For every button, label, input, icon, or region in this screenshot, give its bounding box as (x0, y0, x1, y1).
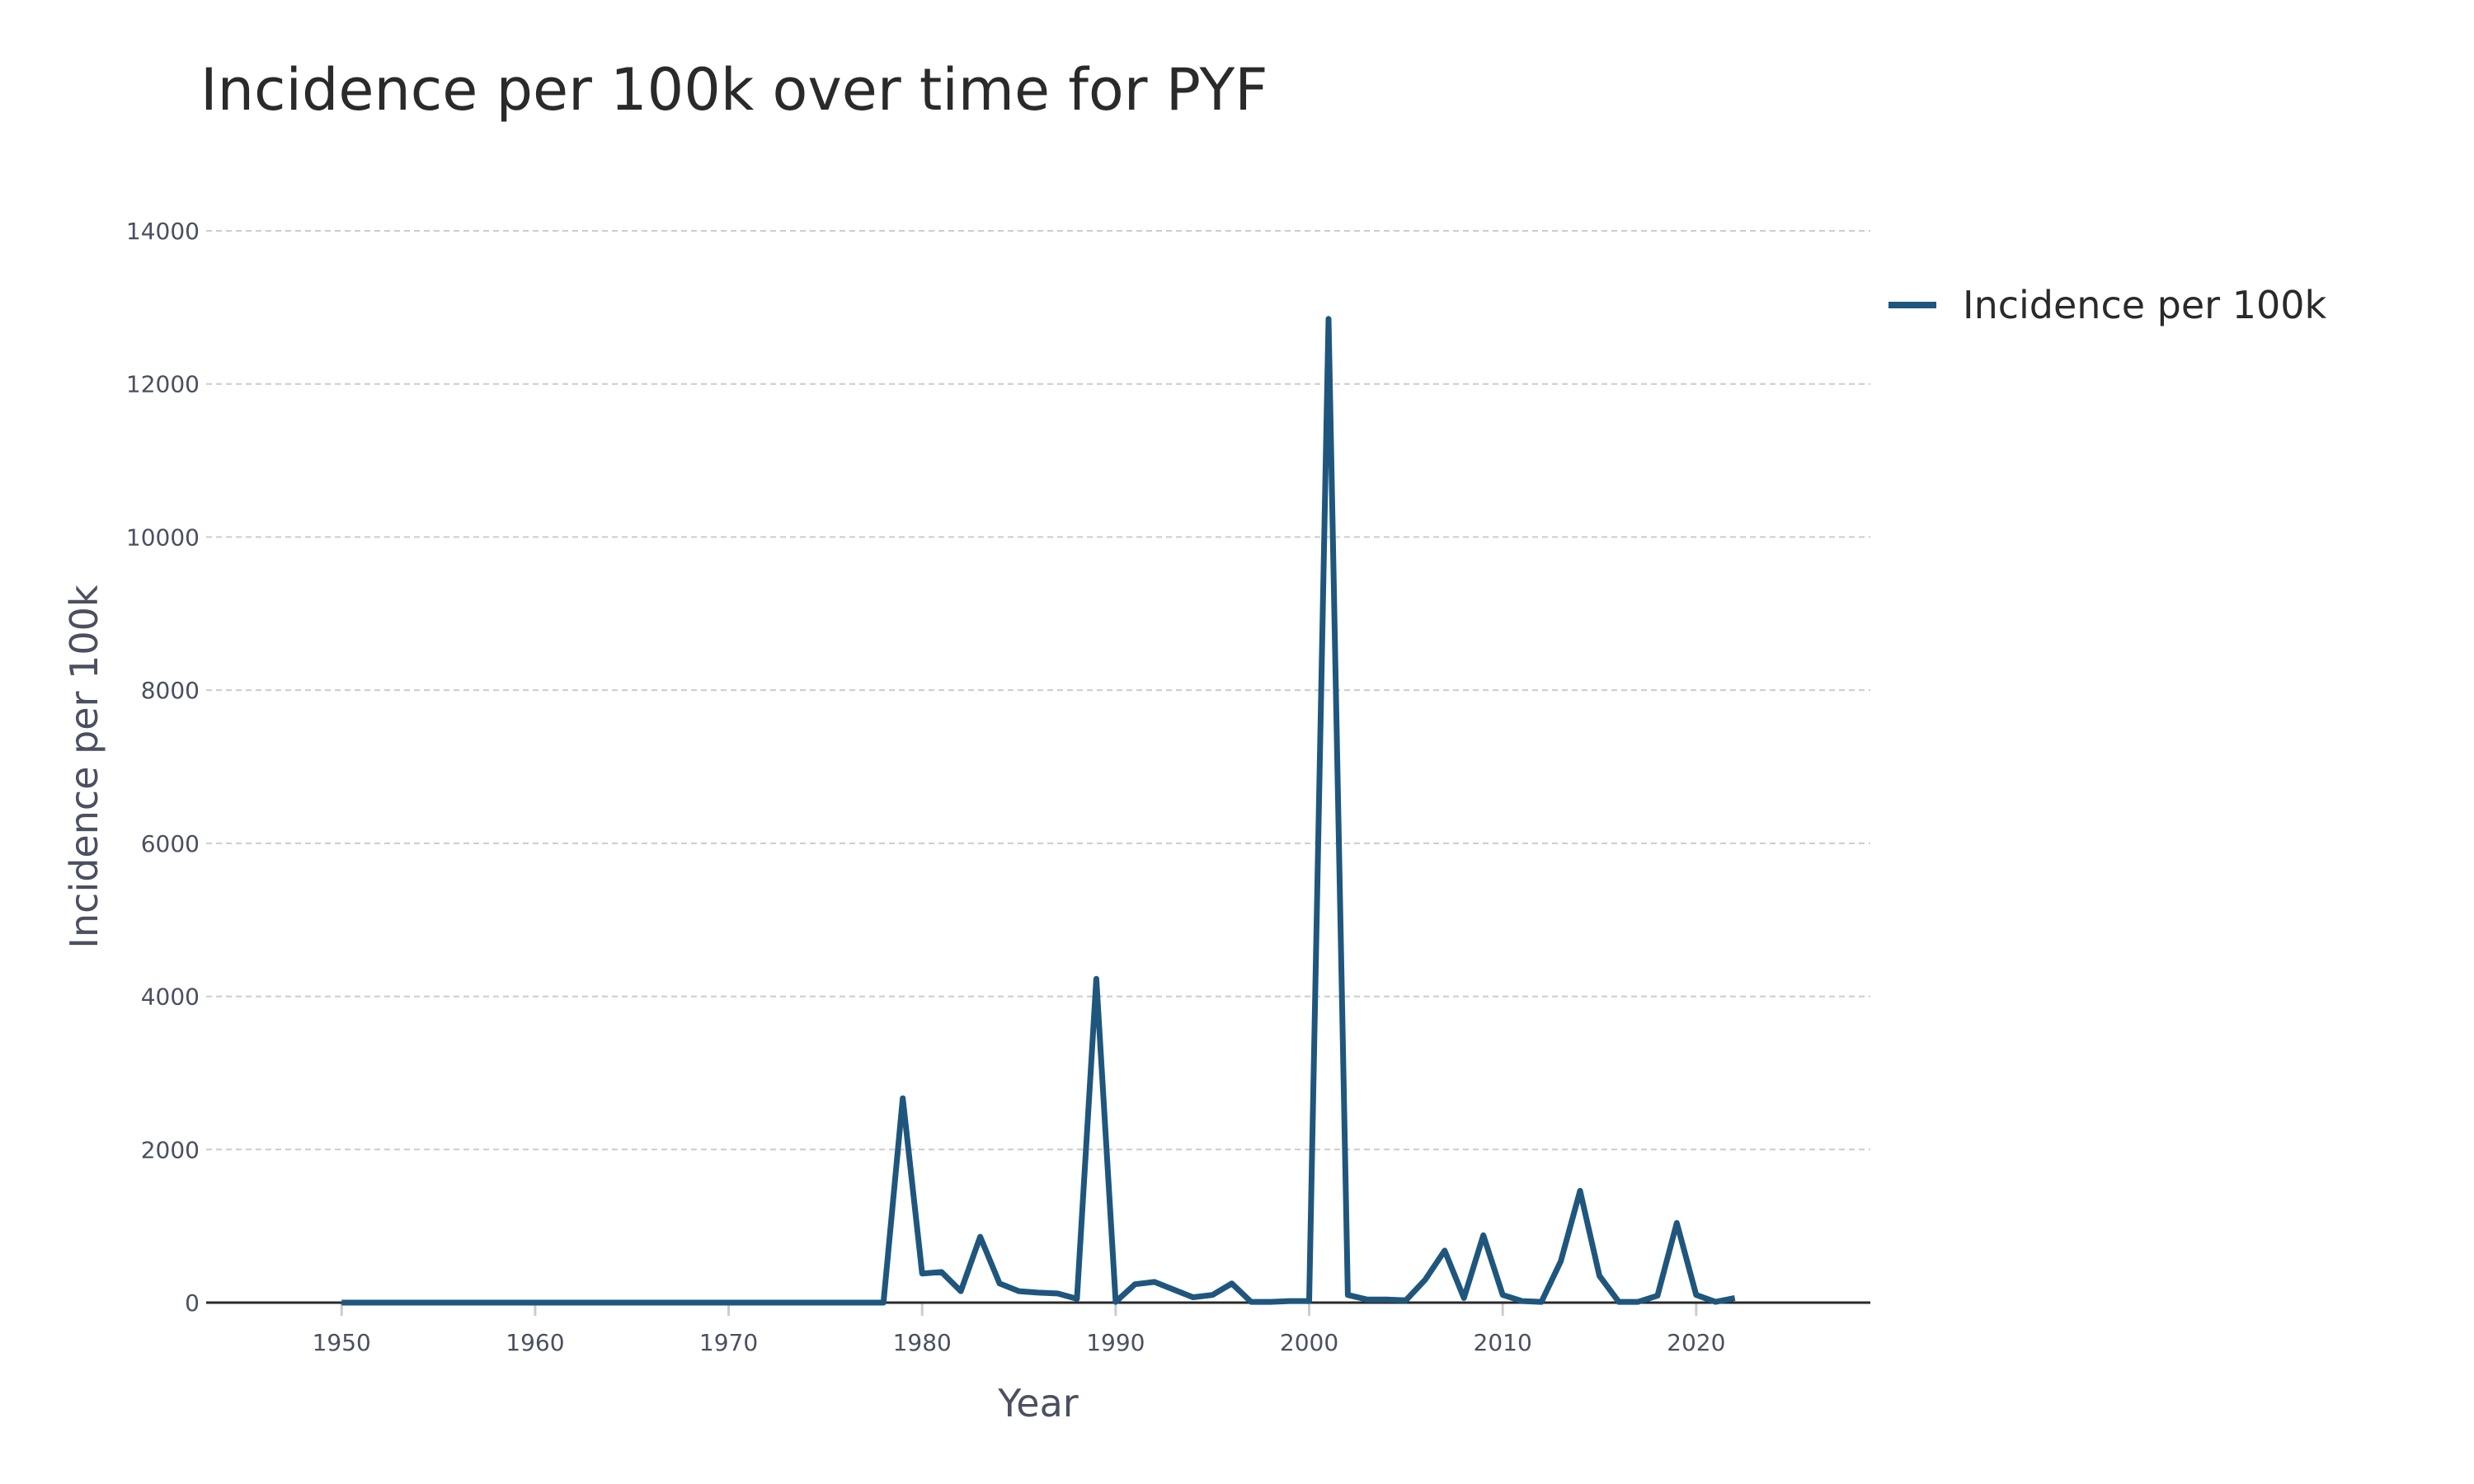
x-axis-title: Year (997, 1381, 1078, 1425)
y-axis-title: Incidence per 100k (62, 585, 106, 948)
y-tick-label: 12000 (126, 371, 200, 398)
legend-label: Incidence per 100k (1963, 283, 2326, 327)
x-tick-label: 2020 (1667, 1329, 1725, 1356)
x-tick-label: 2010 (1474, 1329, 1532, 1356)
grid-lines (206, 230, 1870, 1151)
y-tick-label: 6000 (141, 830, 200, 857)
x-axis-ticks: 1950 1960 1970 1980 1990 2000 2010 2020 (313, 1303, 1725, 1356)
legend: Incidence per 100k (1888, 283, 2326, 327)
x-tick-label: 1970 (699, 1329, 758, 1356)
x-tick-label: 1990 (1086, 1329, 1145, 1356)
x-tick-label: 2000 (1280, 1329, 1338, 1356)
y-axis-ticks: 0 2000 4000 6000 8000 10000 12000 14000 (126, 218, 200, 1317)
y-tick-label: 2000 (141, 1136, 200, 1163)
series-line (341, 316, 1736, 1306)
y-tick-label: 4000 (141, 984, 200, 1011)
x-tick-label: 1960 (506, 1329, 564, 1356)
chart-title: Incidence per 100k over time for PYF (200, 56, 1268, 124)
x-tick-label: 1950 (313, 1329, 371, 1356)
x-tick-label: 1980 (893, 1329, 952, 1356)
y-tick-label: 8000 (141, 677, 200, 704)
y-tick-label: 0 (185, 1289, 200, 1317)
y-tick-label: 14000 (126, 218, 200, 245)
y-tick-label: 10000 (126, 524, 200, 551)
